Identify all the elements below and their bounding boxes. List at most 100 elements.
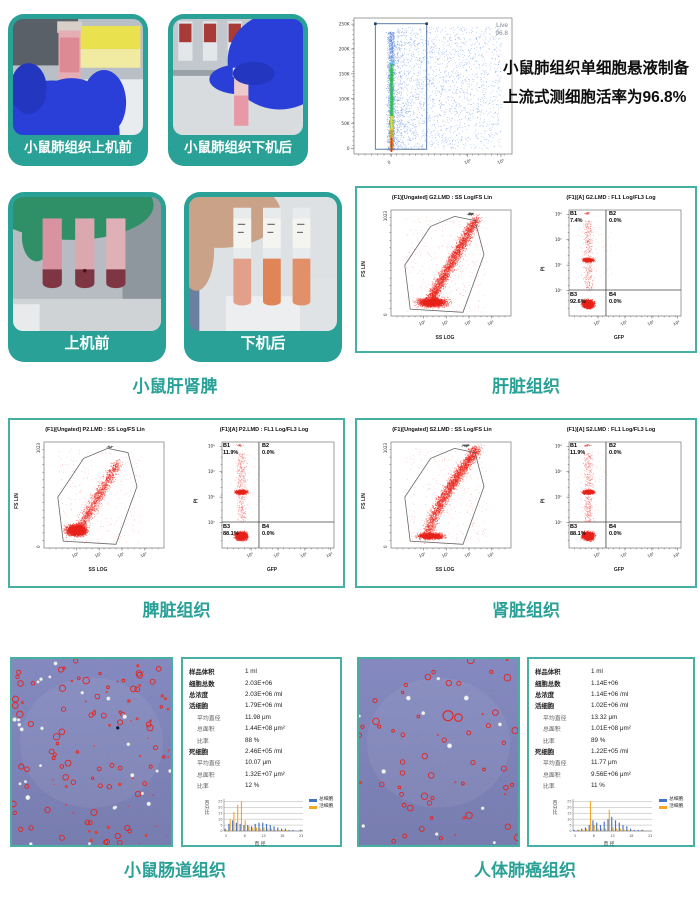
gate-name: Live	[496, 22, 508, 29]
photo-lung-before-canvas	[13, 19, 143, 135]
photo-lung-before	[13, 19, 143, 135]
liver-flow-panel: (F1)[Ungated] G2.LMD : SS Log/FS Lin (F1…	[355, 186, 697, 353]
legend-label: 活细胞	[319, 804, 334, 809]
quadrant-label-b3: B3 88.1%	[570, 524, 586, 537]
kidney-quadrant-plot: B1 11.9% B2 0.0% B3 88.1% B4 0.0%	[553, 440, 685, 562]
photo-label: 下机后	[240, 335, 286, 352]
stat-row: 总浓度 1.14E+06 /ml	[535, 690, 629, 699]
stat-row: 平均直径 11.77 μm	[543, 759, 617, 768]
y-axis-label: FS LIN	[360, 493, 367, 509]
photo-lung-after	[173, 19, 303, 135]
legend-swatch-total	[309, 798, 317, 802]
hist-y-label: 百分比	[204, 801, 210, 817]
caption-intestine: 小鼠肠道组织	[124, 861, 226, 880]
legend-item: 活细胞	[309, 804, 333, 810]
hist-y-label: 百分比	[552, 801, 558, 817]
stat-row: 总面积 9.56E+06 μm²	[543, 770, 631, 779]
annotation-line2: 上流式测细胞活率为96.8%	[503, 89, 687, 106]
stat-row: 总面积 1.32E+07 μm²	[197, 770, 285, 779]
count-panel-lung-cancer: 样品体积 1 ml 细胞总数 1.14E+06 总浓度 1.14E+06 /ml 活细胞 1.…	[527, 657, 695, 847]
y-axis-label: FS LIN	[13, 493, 20, 509]
stat-row: 样品体积 1 ml	[535, 668, 603, 677]
scatter-title: (F1)[Ungated] G2.LMD : SS Log/FS Lin	[391, 195, 493, 201]
diameter-histogram-intestine-canvas	[214, 796, 306, 840]
stat-row: 总面积 1.44E+08 μm²	[197, 725, 285, 734]
photo-lung-after-canvas	[173, 19, 303, 135]
stat-row: 平均直径 13.32 μm	[543, 713, 618, 722]
liver-ss-fs-scatter-canvas	[375, 208, 515, 330]
photo-card-lung-after: 小鼠肺组织下机后	[168, 14, 308, 166]
spleen-flow-panel: (F1)[Ungated] P2.LMD : SS Log/FS Lin (F1…	[8, 418, 345, 588]
legend-swatch-live	[309, 805, 317, 809]
microscopy-intestine-canvas	[12, 659, 171, 845]
viability-annotation: 小鼠肺组织单细胞悬液制备 上流式测细胞活率为96.8%	[503, 54, 700, 112]
legend-label: 总细胞	[669, 797, 684, 802]
quadrant-label-b1: B1 11.9%	[223, 443, 239, 456]
x-axis-label: GFP	[613, 335, 625, 341]
stat-row: 细胞总数 2.03E+06	[189, 679, 273, 688]
gate-value: 96.8	[495, 30, 508, 37]
kidney-ss-fs-scatter-canvas	[375, 440, 515, 562]
x-axis-label: SS LOG	[435, 567, 455, 573]
photo-organs-after	[189, 197, 337, 331]
spleen-quadrant-canvas	[206, 440, 338, 562]
x-axis-label: GFP	[266, 567, 278, 573]
spleen-quadrant-plot: B1 11.9% B2 0.0% B3 88.1% B4 0.0%	[206, 440, 338, 562]
stat-row: 比率 12 %	[197, 782, 260, 791]
hist-legend: 总细胞 活细胞	[309, 797, 333, 811]
x-axis-label: SS LOG	[435, 335, 455, 341]
legend-label: 总细胞	[319, 797, 334, 802]
hist-legend: 总细胞 活细胞	[659, 797, 683, 811]
caption-lung-cancer: 人体肺癌组织	[474, 861, 576, 880]
diameter-histogram-lung-canvas	[563, 796, 655, 840]
stat-row: 总浓度 2.03E+06 /ml	[189, 690, 283, 699]
photo-organs-before	[13, 197, 161, 331]
y-axis-label: PI	[193, 498, 200, 504]
x-axis-label: SS LOG	[88, 567, 108, 573]
kidney-flow-panel: (F1)[Ungated] S2.LMD : SS Log/FS Lin (F1…	[355, 418, 697, 588]
photo-label: 小鼠肺组织上机前	[24, 140, 132, 155]
stat-row: 活细胞 1.02E+06 /ml	[535, 702, 629, 711]
legend-item: 总细胞	[309, 797, 333, 803]
caption-mouse-organs: 小鼠肝肾脾	[132, 377, 218, 396]
quadrant-label-b2: B2 0.0%	[262, 443, 275, 456]
scatter-title: (F1)[Ungated] P2.LMD : SS Log/FS Lin	[45, 427, 145, 433]
hist-x-label: 直 径	[254, 842, 266, 847]
microscopy-lung-cancer	[357, 657, 520, 847]
stat-row: 比率 89 %	[543, 736, 606, 745]
photo-card-lung-before: 小鼠肺组织上机前	[8, 14, 148, 166]
stat-row: 平均直径 10.07 μm	[197, 759, 272, 768]
y-axis-label: PI	[540, 266, 547, 272]
quadrant-label-b3: B3 92.6%	[570, 292, 586, 305]
cell-count-table: 样品体积 1 ml 细胞总数 1.14E+06 总浓度 1.14E+06 /ml 活细胞 1.…	[535, 666, 688, 791]
live-viability-scatter-canvas	[328, 12, 520, 172]
quad-title: (F1)[A] P2.LMD : FL1 Log/FL3 Log	[219, 427, 309, 433]
stat-row: 比率 88 %	[197, 736, 260, 745]
photo-label: 小鼠肺组织下机后	[184, 140, 292, 155]
quad-title: (F1)[A] G2.LMD : FL1 Log/FL3 Log	[566, 195, 656, 201]
microscopy-lung-cancer-canvas	[359, 659, 518, 845]
stat-row: 总面积 1.01E+08 μm²	[543, 725, 631, 734]
photo-card-organs-after: 下机后	[184, 192, 342, 362]
count-panel-intestine: 样品体积 1 ml 细胞总数 2.03E+06 总浓度 2.03E+06 /ml 活细胞 1.…	[181, 657, 342, 847]
caption-liver: 肝脏组织	[492, 377, 560, 396]
microscopy-intestine	[10, 657, 173, 847]
legend-label: 活细胞	[669, 804, 684, 809]
quadrant-label-b4: B4 0.0%	[262, 524, 275, 537]
annotation-line1: 小鼠肺组织单细胞悬液制备	[503, 60, 690, 77]
stat-row: 比率 11 %	[543, 782, 605, 791]
spleen-ss-fs-scatter-canvas	[28, 440, 168, 562]
liver-quadrant-plot: B1 7.4% B2 0.0% B3 92.6% B4 0.0%	[553, 208, 685, 330]
stat-row: 活细胞 1.79E+06 /ml	[189, 702, 283, 711]
hist-x-label: 直 径	[603, 842, 615, 847]
photo-label: 上机前	[64, 335, 110, 352]
stat-row: 死细胞 2.46E+05 /ml	[189, 747, 283, 756]
quad-title: (F1)[A] S2.LMD : FL1 Log/FL3 Log	[566, 427, 656, 433]
quadrant-label-b1: B1 7.4%	[570, 211, 583, 224]
liver-quadrant-canvas	[553, 208, 685, 330]
quadrant-label-b1: B1 11.9%	[570, 443, 586, 456]
stat-row: 样品体积 1 ml	[189, 668, 257, 677]
legend-swatch-live	[659, 805, 667, 809]
cell-count-table: 样品体积 1 ml 细胞总数 2.03E+06 总浓度 2.03E+06 /ml 活细胞 1.…	[189, 666, 335, 791]
